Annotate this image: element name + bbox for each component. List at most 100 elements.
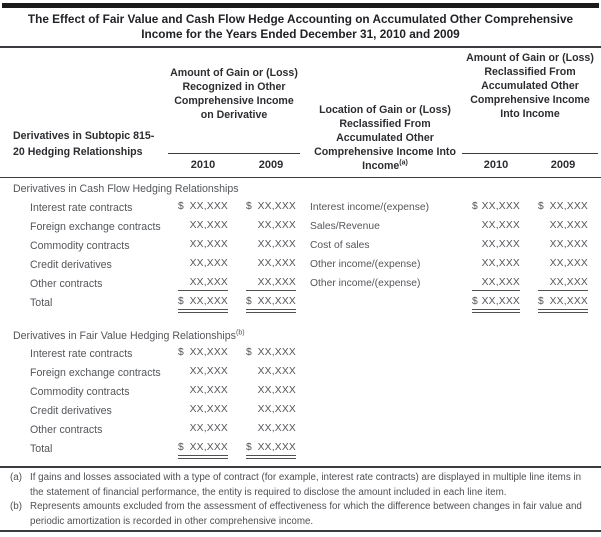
- dollar-sign: $: [178, 201, 184, 212]
- amount-value: XX,XXX: [189, 442, 228, 453]
- column-header-group2: Amount of Gain or (Loss) Reclassified Fr…: [466, 52, 594, 120]
- amount-cell: XX,XXX: [178, 366, 228, 379]
- dollar-sign: $: [538, 201, 544, 212]
- column-header-group1: Amount of Gain or (Loss) Recognized in O…: [170, 67, 298, 121]
- amount-value: XX,XXX: [189, 404, 228, 415]
- amount-cell: XX,XXX: [538, 258, 588, 271]
- footnote-a-marker: (a): [10, 472, 22, 483]
- amount-value: XX,XXX: [481, 201, 520, 212]
- amount-cell: $ XX,XXX: [472, 201, 520, 214]
- amount-value: XX,XXX: [549, 258, 588, 269]
- amount-value: XX,XXX: [257, 404, 296, 415]
- amount-value: XX,XXX: [549, 296, 588, 307]
- amount-value: XX,XXX: [257, 201, 296, 212]
- section-header-fair-value-text: Derivatives in Fair Value Hedging Relati…: [13, 330, 236, 342]
- amount-cell: $ XX,XXX: [472, 296, 520, 313]
- amount-cell: $ XX,XXX: [246, 296, 296, 313]
- footnote-divider-rule: [0, 466, 601, 468]
- amount-cell: $ XX,XXX: [178, 296, 228, 313]
- amount-cell: XX,XXX: [246, 277, 296, 291]
- column-header-row-labels: Derivatives in Subtopic 815-20 Hedging R…: [13, 130, 155, 158]
- amount-value: XX,XXX: [257, 220, 296, 231]
- amount-value: XX,XXX: [189, 347, 228, 358]
- year-header-g2-2009: 2009: [550, 159, 576, 171]
- table-row: Interest rate contracts $ XX,XXX $ XX,XXX: [0, 347, 601, 364]
- amount-value: XX,XXX: [189, 423, 228, 434]
- total-row: Total $ XX,XXX $ XX,XXX $ XX,XXX $ XX,XXX: [0, 296, 601, 313]
- amount-value: XX,XXX: [481, 239, 520, 250]
- amount-value: XX,XXX: [189, 277, 228, 288]
- footnote-b-text: Represents amounts excluded from the ass…: [30, 501, 582, 527]
- amount-value: XX,XXX: [257, 258, 296, 269]
- row-label: Total: [30, 297, 53, 309]
- row-label: Commodity contracts: [30, 386, 130, 398]
- amount-cell: $ XX,XXX: [246, 442, 296, 459]
- dollar-sign: $: [246, 347, 252, 358]
- bottom-border-rule: [0, 530, 601, 532]
- amount-value: XX,XXX: [549, 201, 588, 212]
- row-label: Other contracts: [30, 424, 103, 436]
- dollar-sign: $: [246, 201, 252, 212]
- amount-cell: XX,XXX: [472, 277, 520, 291]
- amount-value: XX,XXX: [189, 296, 228, 307]
- amount-value: XX,XXX: [257, 423, 296, 434]
- location-label: Other income/(expense): [310, 259, 421, 270]
- amount-cell: XX,XXX: [246, 239, 296, 252]
- amount-cell: $ XX,XXX: [178, 347, 228, 360]
- row-label: Foreign exchange contracts: [30, 221, 161, 233]
- footnote-a: (a) If gains and losses associated with …: [0, 470, 592, 500]
- table-row: Other contracts XX,XXX XX,XXX Other inco…: [0, 277, 601, 294]
- column-header-location: Location of Gain or (Loss) Reclassified …: [305, 103, 465, 173]
- dollar-sign: $: [178, 442, 184, 453]
- footnote-b-marker: (b): [10, 501, 22, 512]
- amount-value: XX,XXX: [189, 258, 228, 269]
- amount-value: XX,XXX: [257, 442, 296, 453]
- footnote-ref-a: (a): [399, 159, 408, 167]
- table-row: Foreign exchange contracts XX,XXX XX,XXX: [0, 366, 601, 383]
- row-label: Credit derivatives: [30, 405, 112, 417]
- dollar-sign: $: [472, 201, 478, 212]
- title-divider-rule: [0, 46, 601, 48]
- location-label: Sales/Revenue: [310, 221, 380, 232]
- amount-value: XX,XXX: [549, 277, 588, 288]
- location-label: Cost of sales: [310, 240, 370, 251]
- amount-value: XX,XXX: [257, 277, 296, 288]
- amount-cell: $ XX,XXX: [538, 296, 588, 313]
- footnote-ref-b: (b): [235, 329, 245, 337]
- amount-cell: $ XX,XXX: [178, 442, 228, 459]
- table-row: Foreign exchange contracts XX,XXX XX,XXX…: [0, 220, 601, 237]
- table-row: Commodity contracts XX,XXX XX,XXX Cost o…: [0, 239, 601, 256]
- amount-cell: $ XX,XXX: [246, 347, 296, 360]
- amount-value: XX,XXX: [257, 347, 296, 358]
- year-header-g2-2010: 2010: [483, 159, 509, 171]
- amount-cell: XX,XXX: [472, 220, 520, 233]
- footnote-a-text: If gains and losses associated with a ty…: [30, 472, 582, 498]
- table-row: Interest rate contracts $ XX,XXX $ XX,XXX …: [0, 201, 601, 218]
- amount-cell: XX,XXX: [246, 404, 296, 417]
- amount-cell: XX,XXX: [472, 258, 520, 271]
- amount-cell: XX,XXX: [472, 239, 520, 252]
- dollar-sign: $: [472, 296, 478, 307]
- amount-cell: XX,XXX: [246, 258, 296, 271]
- amount-value: XX,XXX: [189, 239, 228, 250]
- header-bottom-rule: [0, 177, 601, 178]
- amount-value: XX,XXX: [481, 277, 520, 288]
- amount-value: XX,XXX: [481, 258, 520, 269]
- amount-cell: XX,XXX: [178, 423, 228, 436]
- group2-header-underline: [462, 153, 598, 154]
- table-row: Credit derivatives XX,XXX XX,XXX Other i…: [0, 258, 601, 275]
- amount-cell: $ XX,XXX: [538, 201, 588, 214]
- row-label: Interest rate contracts: [30, 348, 133, 360]
- table-row: Commodity contracts XX,XXX XX,XXX: [0, 385, 601, 402]
- row-label: Other contracts: [30, 278, 103, 290]
- amount-value: XX,XXX: [481, 296, 520, 307]
- amount-cell: XX,XXX: [178, 404, 228, 417]
- amount-cell: XX,XXX: [246, 220, 296, 233]
- amount-value: XX,XXX: [189, 366, 228, 377]
- row-label: Credit derivatives: [30, 259, 112, 271]
- amount-value: XX,XXX: [549, 239, 588, 250]
- dollar-sign: $: [178, 347, 184, 358]
- row-label: Total: [30, 443, 53, 455]
- amount-cell: XX,XXX: [538, 239, 588, 252]
